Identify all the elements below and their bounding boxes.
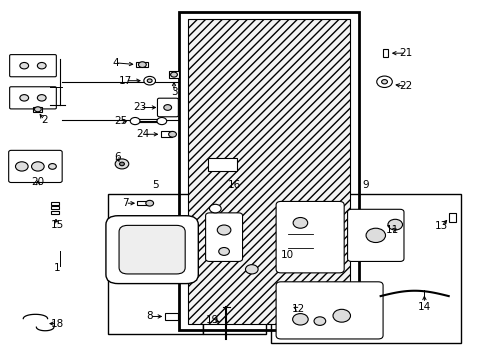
FancyBboxPatch shape: [9, 150, 62, 183]
Text: 11: 11: [386, 225, 399, 235]
Bar: [33, 107, 42, 112]
FancyBboxPatch shape: [276, 282, 382, 339]
Text: 4: 4: [112, 58, 119, 68]
FancyBboxPatch shape: [157, 98, 178, 117]
Circle shape: [157, 117, 166, 125]
Circle shape: [115, 159, 128, 169]
Bar: [448, 213, 455, 222]
Bar: [136, 62, 148, 67]
Text: 8: 8: [146, 311, 153, 321]
Circle shape: [168, 131, 176, 137]
FancyBboxPatch shape: [347, 209, 403, 261]
Bar: [382, 49, 387, 57]
Bar: [203, 194, 266, 334]
Text: 15: 15: [51, 220, 64, 230]
Circle shape: [245, 265, 258, 274]
Circle shape: [292, 314, 307, 325]
FancyBboxPatch shape: [276, 202, 344, 273]
Circle shape: [366, 228, 385, 243]
Circle shape: [381, 80, 386, 84]
Text: 14: 14: [417, 302, 430, 312]
Text: 23: 23: [133, 103, 146, 112]
Text: 25: 25: [114, 116, 127, 126]
Circle shape: [37, 95, 46, 101]
Text: 21: 21: [399, 48, 412, 58]
Text: 16: 16: [228, 180, 241, 190]
Bar: [161, 131, 172, 138]
Bar: [179, 12, 358, 330]
Circle shape: [138, 62, 146, 67]
Circle shape: [218, 248, 229, 255]
Text: 22: 22: [399, 81, 412, 91]
Bar: [207, 158, 237, 171]
Text: 3: 3: [170, 87, 177, 98]
Circle shape: [217, 225, 230, 235]
Circle shape: [20, 95, 29, 101]
Bar: [168, 71, 179, 78]
Circle shape: [34, 107, 41, 112]
Circle shape: [332, 309, 350, 322]
Circle shape: [37, 63, 46, 69]
Circle shape: [145, 201, 153, 206]
FancyBboxPatch shape: [10, 55, 56, 77]
FancyBboxPatch shape: [119, 225, 185, 274]
Text: 1: 1: [54, 262, 61, 273]
Circle shape: [313, 317, 325, 325]
Text: 6: 6: [114, 153, 120, 162]
Text: 19: 19: [206, 315, 219, 325]
Circle shape: [387, 219, 402, 230]
FancyBboxPatch shape: [10, 87, 56, 109]
Text: 7: 7: [122, 198, 128, 208]
Text: 10: 10: [280, 250, 293, 260]
Text: 24: 24: [136, 129, 149, 139]
Circle shape: [31, 162, 44, 171]
Circle shape: [119, 162, 124, 166]
Circle shape: [163, 105, 171, 111]
Circle shape: [16, 162, 28, 171]
FancyBboxPatch shape: [106, 216, 198, 284]
FancyBboxPatch shape: [205, 213, 242, 261]
Bar: [51, 202, 59, 205]
Circle shape: [170, 72, 177, 77]
Circle shape: [20, 63, 29, 69]
Circle shape: [130, 117, 140, 125]
Text: 2: 2: [41, 115, 47, 125]
Bar: [51, 206, 59, 209]
Bar: [108, 194, 203, 334]
Circle shape: [48, 163, 56, 169]
Bar: [271, 194, 460, 342]
Circle shape: [147, 79, 152, 82]
Bar: [165, 313, 177, 320]
Text: 18: 18: [51, 319, 64, 329]
Text: 12: 12: [291, 304, 304, 314]
Bar: [51, 211, 59, 213]
Text: 20: 20: [31, 177, 44, 187]
Circle shape: [292, 217, 307, 228]
Bar: [187, 18, 349, 324]
Text: 9: 9: [362, 180, 368, 190]
Circle shape: [209, 204, 221, 213]
Bar: [137, 202, 147, 205]
Text: 17: 17: [119, 76, 132, 86]
Circle shape: [143, 76, 155, 85]
Text: 13: 13: [434, 221, 447, 231]
Circle shape: [376, 76, 391, 87]
Text: 5: 5: [152, 180, 159, 190]
